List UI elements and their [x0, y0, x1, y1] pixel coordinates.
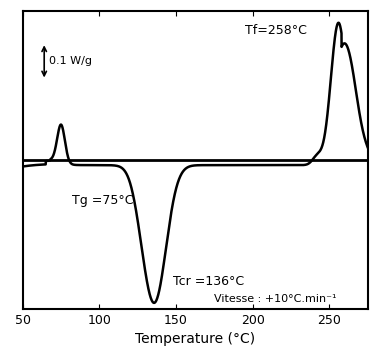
Text: 0.1 W/g: 0.1 W/g — [49, 57, 92, 66]
Text: Tcr =136°C: Tcr =136°C — [173, 275, 244, 288]
X-axis label: Temperature (°C): Temperature (°C) — [135, 332, 255, 346]
Text: Tg =75°C: Tg =75°C — [72, 194, 133, 207]
Text: Tf=258°C: Tf=258°C — [245, 24, 307, 37]
Text: Vitesse : +10°C.min⁻¹: Vitesse : +10°C.min⁻¹ — [215, 294, 337, 304]
